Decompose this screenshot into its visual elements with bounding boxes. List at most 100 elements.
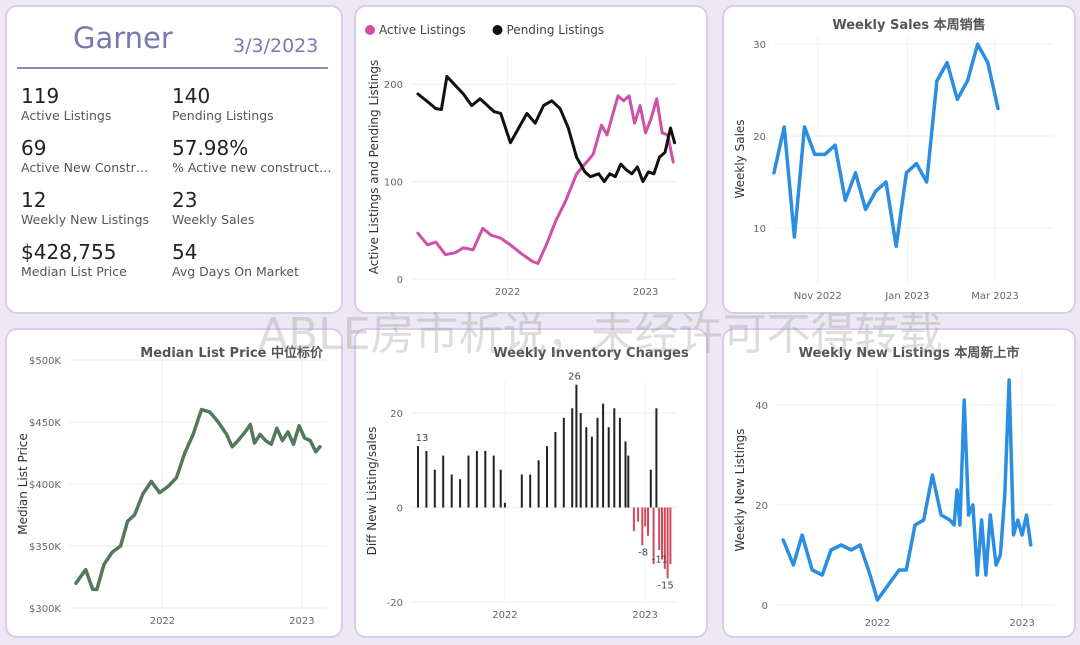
inventory-bar <box>562 417 565 508</box>
inventory-bar <box>425 450 428 508</box>
metric-pct-active-new-construction: 57.98% % Active new constructions <box>172 136 332 176</box>
y-tick-label: 40 <box>755 401 768 412</box>
inventory-bar <box>520 474 523 508</box>
inventory-bar <box>575 384 578 508</box>
metric-label: Weekly New Listings <box>21 212 150 227</box>
y-axis-label: Diff New Listing/sales <box>365 427 379 556</box>
metric-active-listings: 119 Active Listings <box>21 84 181 124</box>
y-tick-label: 20 <box>753 132 766 143</box>
metric-weekly-sales: 23 Weekly Sales <box>172 188 332 228</box>
y-tick-label: $400K <box>29 480 61 491</box>
inventory-bar <box>529 474 532 508</box>
metric-label: Pending Listings <box>172 108 274 123</box>
inventory-bar <box>475 450 478 508</box>
y-axis-label: Median List Price <box>16 433 30 535</box>
y-axis-label: Weekly New Listings <box>733 429 747 552</box>
y-tick-label: 20 <box>755 501 768 512</box>
y-tick-label: 20 <box>390 409 403 420</box>
inventory-bar <box>649 469 652 508</box>
chart-title: Weekly New Listings 本周新上市 <box>799 345 1020 361</box>
y-tick-label: $350K <box>29 542 61 553</box>
metric-label: Weekly Sales <box>172 212 255 227</box>
metric-value: 119 <box>21 84 60 108</box>
metric-value: 140 <box>172 84 211 108</box>
kpi-card: Garner 3/3/2023 119 Active Listings 140 … <box>5 5 343 314</box>
new-listings-chart-card: 0 20 40 2022 2023 Weekly New Listings Weekly N… <box>722 328 1076 638</box>
y-axis-label: Weekly Sales <box>733 119 747 198</box>
report-date: 3/3/2023 <box>233 35 319 57</box>
city-title: Garner <box>73 21 173 55</box>
inventory-bar <box>607 427 610 508</box>
inventory-bar <box>503 502 506 508</box>
title-divider <box>17 67 328 69</box>
y-tick-label: 30 <box>753 40 766 51</box>
inventory-bar <box>433 469 436 508</box>
metric-label: Median List Price <box>21 264 127 279</box>
inventory-bar <box>644 507 647 527</box>
inventory-bar <box>658 507 661 550</box>
metric-label: Avg Days On Market <box>172 264 299 279</box>
inventory-bar <box>450 474 453 508</box>
legend-label: Pending Listings <box>507 23 605 37</box>
inventory-bar <box>655 408 658 508</box>
x-tick-label: 2022 <box>150 616 175 627</box>
inventory-bar <box>417 446 419 508</box>
inventory-bar <box>554 432 557 508</box>
metric-pending-listings: 140 Pending Listings <box>172 84 332 124</box>
listings-chart-card: 0 100 200 2022 2023 Active Listings and Pendi… <box>354 5 708 314</box>
y-tick-label: 0 <box>762 601 768 612</box>
weekly-sales-line <box>772 42 1000 249</box>
bar-data-label: 26 <box>568 372 581 383</box>
weekly-new-listings-chart: 0 20 40 2022 2023 Weekly New Listings Weekly N… <box>733 345 1054 629</box>
inventory-bar <box>590 436 593 508</box>
inventory-chart-card: -20 0 20 2022 2023 Diff New Listing/sales Week… <box>354 328 708 638</box>
inventory-bar <box>637 507 640 522</box>
inventory-bar <box>579 413 582 508</box>
weekly-sales-chart: 10 20 30 Nov 2022 Jan 2023 Mar 2023 Weekly Sal… <box>733 17 1054 302</box>
inventory-bar <box>484 450 487 508</box>
inventory-bar <box>618 417 621 508</box>
legend-marker <box>492 25 503 35</box>
x-tick-label: 2023 <box>1009 618 1034 629</box>
inventory-bar <box>571 408 574 508</box>
metric-weekly-new-listings: 12 Weekly New Listings <box>21 188 181 228</box>
inventory-bar <box>624 441 627 508</box>
bar-data-label: 13 <box>416 433 429 444</box>
sales-chart-card: 10 20 30 Nov 2022 Jan 2023 Mar 2023 Weekly Sal… <box>722 5 1076 314</box>
inventory-bar <box>499 469 502 508</box>
series-line-pending-listings <box>416 74 677 184</box>
x-tick-label: 2023 <box>632 610 657 621</box>
y-tick-label: $450K <box>29 418 61 429</box>
y-tick-label: 200 <box>384 80 403 91</box>
legend-marker <box>365 25 375 35</box>
series-line-active-listings <box>416 94 675 265</box>
x-tick-label: 2022 <box>865 618 890 629</box>
inventory-bar <box>596 417 599 508</box>
metric-value: 57.98% <box>172 136 249 160</box>
y-axis-label: Active Listings and Pending Listings <box>367 60 381 275</box>
inventory-bar <box>641 507 644 546</box>
x-tick-label: Jan 2023 <box>884 291 929 302</box>
inventory-bar <box>627 455 630 508</box>
metric-label: Active New Constructi... <box>21 160 153 175</box>
metric-active-new-construction: 69 Active New Constructi... <box>21 136 153 176</box>
inventory-bar <box>492 455 495 508</box>
inventory-bar <box>669 507 672 565</box>
bar-data-label: -15 <box>657 580 673 591</box>
inventory-bar <box>661 507 663 560</box>
metric-avg-days-on-market: 54 Avg Days On Market <box>172 240 332 280</box>
x-tick-label: 2023 <box>289 616 314 627</box>
inventory-bar <box>613 408 616 508</box>
median-price-line <box>74 407 322 592</box>
inventory-bar <box>467 455 470 508</box>
inventory-bar <box>632 507 635 532</box>
chart-title: Weekly Inventory Changes <box>493 346 689 361</box>
x-tick-label: Mar 2023 <box>971 291 1019 302</box>
inventory-bar <box>602 403 605 508</box>
median-price-chart-card: $300K $350K $400K $450K $500K 2022 2023 Median … <box>5 328 343 638</box>
weekly-inventory-chart: -20 0 20 2022 2023 Diff New Listing/sales Week… <box>365 346 689 621</box>
metric-value: 23 <box>172 188 198 212</box>
metric-value: $428,755 <box>21 240 117 264</box>
inventory-bar <box>585 427 588 508</box>
median-list-price-chart: $300K $350K $400K $450K $500K 2022 2023 Median … <box>16 345 327 627</box>
